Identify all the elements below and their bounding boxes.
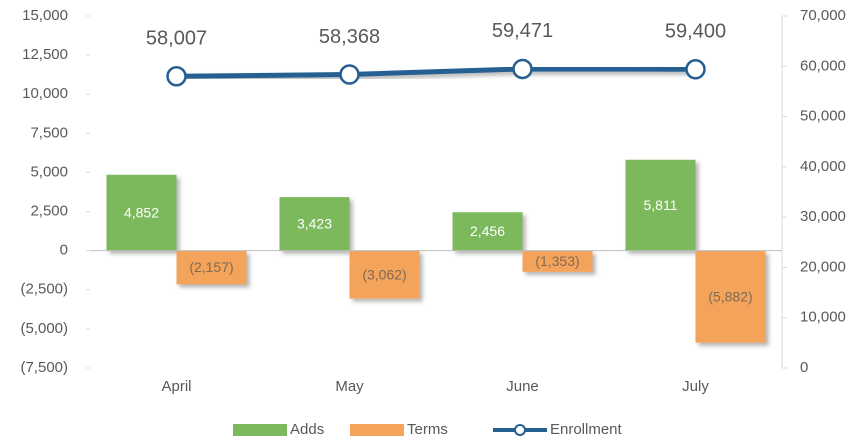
legend-label: Terms — [407, 421, 448, 438]
legend-label: Adds — [290, 421, 324, 438]
y2-tick-label: 20,000 — [800, 258, 846, 275]
y-tick-label: 10,000 — [22, 85, 68, 102]
y-tick-label: 7,500 — [30, 124, 68, 141]
bar-value-label: (1,353) — [535, 253, 579, 269]
line-marker — [166, 66, 187, 87]
line — [176, 66, 696, 79]
line-value-label: 59,471 — [492, 20, 553, 42]
bar — [522, 250, 593, 272]
x-tick-label: May — [335, 378, 364, 395]
legend-swatch — [350, 424, 404, 436]
line-value-label: 58,007 — [146, 28, 207, 50]
bar — [279, 197, 350, 251]
y-tick-label: (7,500) — [20, 359, 68, 376]
y2-tick-label: 60,000 — [800, 57, 846, 74]
bar — [349, 250, 420, 299]
bar — [695, 250, 766, 343]
bar-value-label: 2,456 — [470, 223, 505, 239]
y2-tick-label: 40,000 — [800, 158, 846, 175]
bar — [625, 159, 696, 251]
y-tick-label: 15,000 — [22, 7, 68, 24]
y-tick-label: (5,000) — [20, 320, 68, 337]
y-tick-label: (2,500) — [20, 281, 68, 298]
y-tick-label: 5,000 — [30, 163, 68, 180]
y2-tick-label: 30,000 — [800, 208, 846, 225]
y-tick-label: 2,500 — [30, 203, 68, 220]
y2-tick-label: 50,000 — [800, 108, 846, 125]
line-marker — [512, 58, 533, 80]
line-marker — [339, 64, 360, 85]
bar-value-label: 3,423 — [297, 216, 332, 232]
y-tick-label: 0 — [60, 242, 68, 259]
bar-value-label: (2,157) — [189, 259, 233, 275]
legend-label: Enrollment — [550, 421, 623, 438]
bar-value-label: (3,062) — [362, 266, 406, 282]
legend-swatch — [233, 424, 287, 436]
y2-tick-label: 70,000 — [800, 7, 846, 24]
legend-marker — [514, 424, 526, 436]
bar — [452, 212, 523, 251]
line-value-label: 59,400 — [665, 21, 726, 43]
x-tick-label: April — [161, 378, 191, 395]
y2-tick-label: 10,000 — [800, 309, 846, 326]
line-marker — [685, 59, 706, 80]
bar-value-label: 5,811 — [644, 197, 678, 213]
y-tick-label: 12,500 — [22, 46, 68, 63]
y2-tick-label: 0 — [800, 359, 808, 376]
x-tick-label: July — [682, 378, 709, 395]
bar-value-label: 4,852 — [124, 204, 159, 220]
bar-value-label: (5,882) — [708, 288, 752, 304]
bar — [106, 174, 177, 251]
x-tick-label: June — [506, 378, 539, 395]
bar — [176, 250, 247, 285]
line-value-label: 58,368 — [319, 26, 380, 48]
